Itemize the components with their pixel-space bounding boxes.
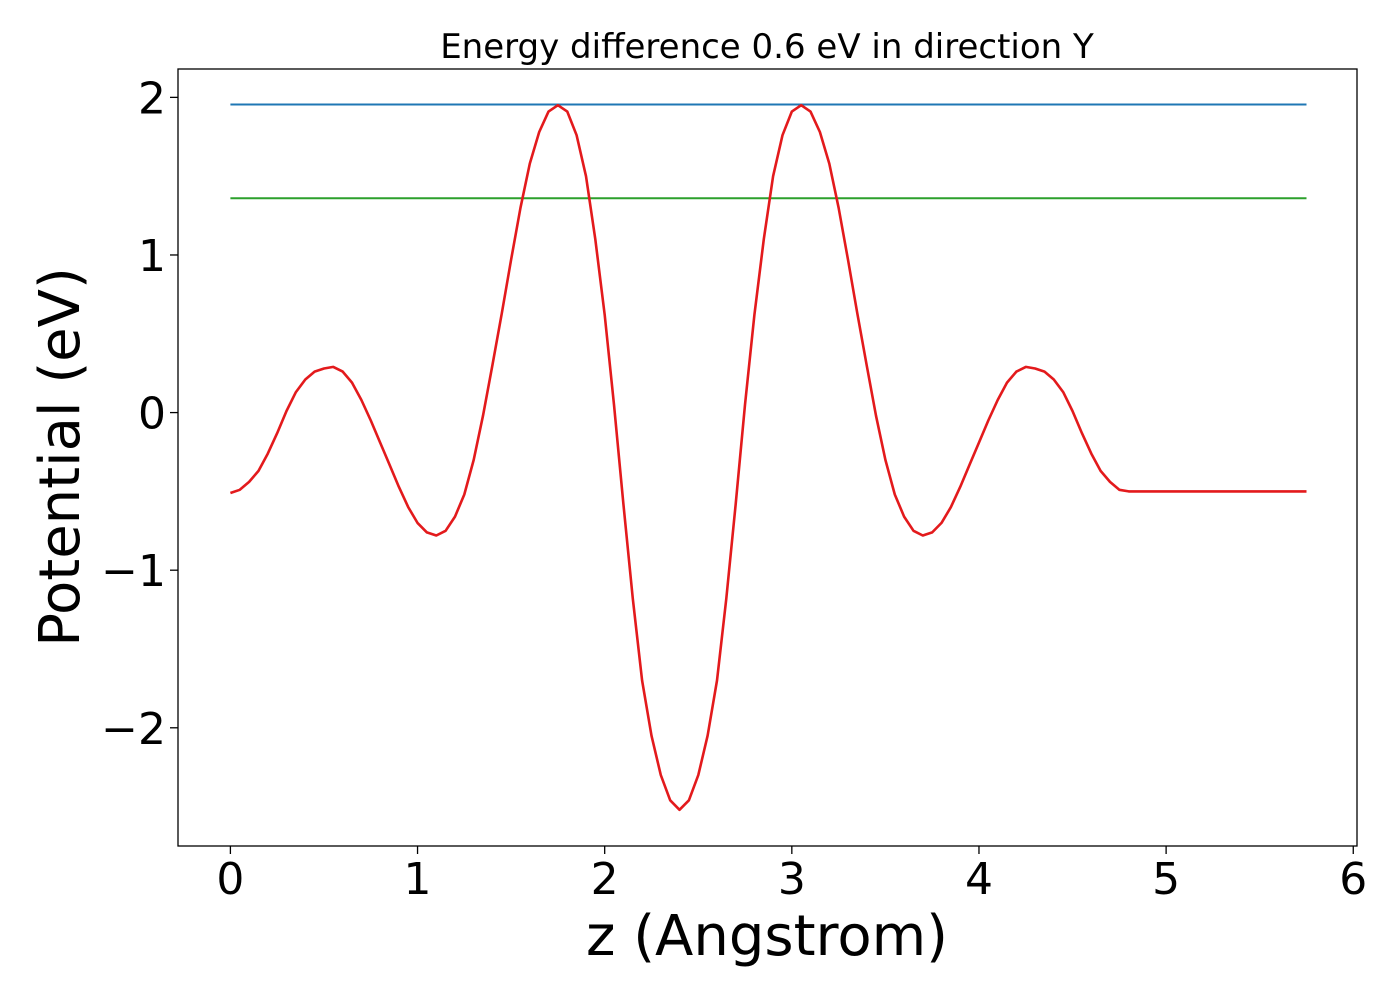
- y-tick-label: −1: [101, 546, 166, 597]
- plot-content: [229, 103, 1307, 812]
- x-tick-label: 6: [1339, 854, 1367, 905]
- x-tick-label: 3: [778, 854, 806, 905]
- x-tick-label: 4: [965, 854, 993, 905]
- chart-title: Energy difference 0.6 eV in direction Y: [440, 27, 1094, 67]
- x-tick-label: 5: [1152, 854, 1180, 905]
- y-tick-label: −2: [101, 704, 166, 755]
- x-tick-label: 0: [216, 854, 244, 905]
- y-tick-label: 1: [138, 231, 166, 282]
- x-axis: 0 1 2 3 4 5 6: [216, 846, 1367, 905]
- y-axis: −2 −1 0 1 2: [101, 73, 178, 755]
- y-tick-label: 0: [138, 389, 166, 440]
- x-axis-label: z (Angstrom): [586, 904, 948, 969]
- y-axis-label: Potential (eV): [28, 267, 93, 647]
- series-line-3: [229, 103, 1307, 812]
- x-tick-label: 1: [404, 854, 432, 905]
- plot-frame: [177, 68, 1358, 847]
- x-tick-label: 2: [591, 854, 619, 905]
- y-tick-label: 2: [138, 73, 166, 124]
